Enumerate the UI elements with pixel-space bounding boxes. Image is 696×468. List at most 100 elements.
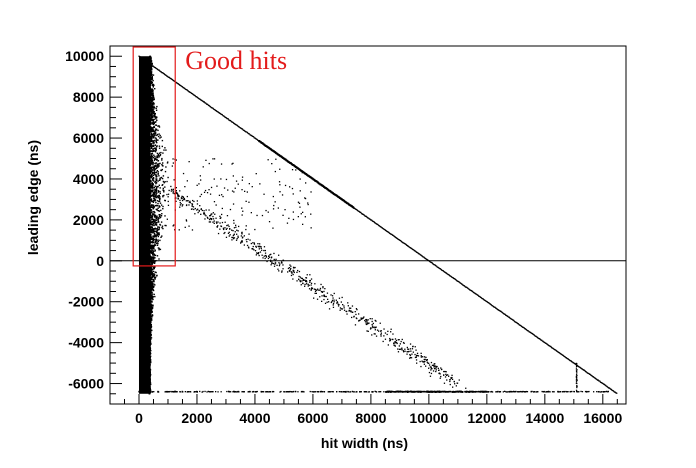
data-point <box>253 249 255 251</box>
data-point <box>189 200 191 202</box>
data-point <box>413 249 415 251</box>
data-point <box>596 391 598 393</box>
data-point <box>545 391 547 393</box>
data-point <box>378 330 380 332</box>
data-point <box>150 229 152 231</box>
data-point <box>233 233 235 235</box>
data-point <box>150 180 152 182</box>
data-point <box>149 297 152 299</box>
data-point <box>259 183 261 185</box>
data-point <box>151 212 153 214</box>
data-point <box>323 290 325 293</box>
data-point <box>148 372 151 375</box>
data-point <box>152 166 154 169</box>
data-point <box>225 178 228 181</box>
data-point <box>605 384 607 386</box>
data-point <box>149 392 151 395</box>
data-point <box>158 247 160 250</box>
data-point <box>387 330 389 332</box>
data-point <box>155 222 157 224</box>
data-point <box>584 370 586 372</box>
data-point <box>271 391 273 393</box>
data-point <box>451 378 454 380</box>
data-point <box>152 111 154 113</box>
data-point <box>149 274 151 276</box>
data-point <box>336 391 338 393</box>
data-point <box>228 391 231 393</box>
data-point <box>308 284 310 286</box>
data-point <box>162 165 164 167</box>
data-point <box>191 205 193 207</box>
data-point <box>417 390 420 393</box>
data-point <box>150 221 152 224</box>
data-point <box>425 356 427 358</box>
data-point <box>151 283 153 286</box>
data-point <box>282 264 284 266</box>
data-point <box>368 322 370 324</box>
data-point <box>150 231 152 233</box>
data-point <box>151 76 153 78</box>
data-point <box>575 382 578 384</box>
data-point <box>330 301 332 304</box>
data-point <box>153 121 156 123</box>
data-point <box>393 342 395 344</box>
data-point <box>183 198 185 200</box>
data-point <box>154 155 156 158</box>
data-point <box>186 195 188 198</box>
data-point <box>317 391 319 393</box>
data-point <box>355 308 358 310</box>
data-point <box>150 211 153 213</box>
data-point <box>389 390 391 393</box>
data-point <box>157 220 159 222</box>
data-point <box>343 391 346 393</box>
data-point <box>213 222 215 224</box>
data-point <box>324 295 326 298</box>
data-point <box>232 238 235 240</box>
data-point <box>404 350 406 352</box>
data-point <box>162 189 164 191</box>
data-point <box>302 390 304 393</box>
data-point <box>264 249 266 252</box>
data-point <box>531 390 533 393</box>
data-point <box>348 309 350 311</box>
data-point <box>364 319 366 322</box>
data-point <box>149 343 152 345</box>
data-point <box>148 67 150 69</box>
data-point <box>576 369 578 371</box>
data-point <box>401 347 403 349</box>
data-point <box>365 391 367 393</box>
data-point <box>153 258 155 260</box>
data-point <box>532 391 535 393</box>
data-point <box>155 178 158 180</box>
data-point <box>152 106 154 108</box>
data-point <box>182 86 184 88</box>
data-point <box>149 285 152 288</box>
data-point <box>149 349 151 351</box>
data-point <box>148 209 151 211</box>
data-point <box>352 311 354 313</box>
data-point <box>151 272 153 274</box>
data-point <box>406 244 408 247</box>
data-point <box>241 189 243 191</box>
data-point <box>445 373 447 375</box>
data-point <box>288 270 291 272</box>
data-point <box>149 170 151 172</box>
data-point <box>298 270 301 273</box>
data-point <box>158 175 160 177</box>
data-point <box>156 166 158 169</box>
data-point <box>148 198 151 200</box>
data-point <box>198 183 200 185</box>
data-point <box>577 391 579 393</box>
data-point <box>359 319 361 321</box>
data-point <box>191 229 194 231</box>
data-point <box>339 307 342 309</box>
data-point <box>150 289 152 292</box>
data-point <box>150 60 152 63</box>
data-point <box>430 361 433 364</box>
data-point <box>151 262 154 264</box>
data-point <box>299 190 301 192</box>
data-point <box>155 107 157 110</box>
data-point <box>243 391 245 393</box>
data-point <box>406 351 408 353</box>
